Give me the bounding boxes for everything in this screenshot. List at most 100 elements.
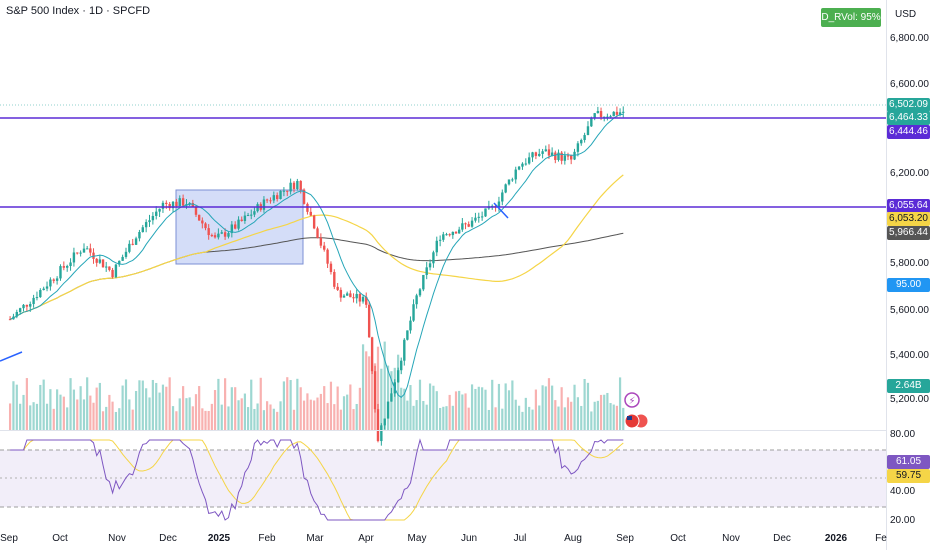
volume-bar (326, 403, 329, 430)
candle-body (412, 304, 415, 321)
volume-bar (464, 393, 467, 430)
candle-body (474, 217, 477, 221)
candle-body (49, 279, 52, 287)
volume-bar (547, 378, 551, 430)
volume-bar (148, 397, 151, 430)
candle-body (108, 266, 111, 270)
volume-bar (35, 403, 39, 430)
rvol-label[interactable]: 95.00 (887, 278, 930, 292)
volume-bar (445, 406, 448, 430)
volume-bar (528, 406, 531, 430)
candle-body (464, 223, 467, 225)
volume-bar (42, 379, 45, 430)
volume-bar (101, 411, 105, 430)
rsi-value-label[interactable]: 61.05 (887, 455, 930, 469)
volume-bar (158, 392, 161, 430)
volume-bar (333, 404, 336, 430)
volume-bar (566, 397, 570, 430)
volume-bar (108, 394, 111, 430)
volume-bar (428, 383, 432, 430)
volume-bar (599, 394, 603, 430)
volume-bar (517, 405, 521, 430)
volume-bar (346, 394, 349, 430)
volume-bar (511, 380, 514, 430)
candle-body (396, 370, 400, 383)
volume-bar (393, 367, 396, 430)
ma-50-label[interactable]: 6,053.20 (887, 212, 930, 226)
candle-body (22, 304, 25, 309)
volume-bar (22, 394, 25, 430)
line-lower-label[interactable]: 6,055.64 (887, 199, 930, 213)
candle-body (253, 211, 256, 215)
price-axis-separator (886, 0, 887, 550)
candle-body (114, 264, 118, 278)
volume-bar (606, 392, 609, 430)
candle-body (299, 180, 302, 190)
candle-body (380, 425, 383, 442)
volume-bar (276, 411, 279, 430)
volume-bar (82, 399, 86, 430)
volume-bar (422, 400, 425, 430)
candle-body (151, 215, 155, 221)
volume-bar (66, 407, 69, 430)
volume-bar (8, 403, 12, 430)
candle-body (345, 293, 349, 296)
volume-bar (563, 407, 566, 430)
rsi-path (10, 438, 624, 521)
line-upper-label[interactable]: 6,444.46 (887, 125, 930, 139)
date-tick: Fe (875, 533, 887, 544)
current-price-label[interactable]: 6,464.33 (887, 111, 930, 125)
volume-bar (201, 408, 204, 430)
candle-body (194, 206, 198, 215)
currency-label[interactable]: USD (895, 9, 917, 20)
volume-bar (439, 407, 442, 430)
volume-bar (234, 387, 237, 430)
volume-bar (272, 408, 275, 430)
volume-bar (194, 394, 198, 430)
symbol-title[interactable]: S&P 500 Index · 1D · SPCFD (6, 5, 151, 17)
ma-200-label[interactable]: 5,966.44 (887, 226, 930, 240)
earnings-event-icon[interactable] (624, 392, 640, 408)
rsi-ma-label[interactable]: 59.75 (887, 469, 930, 483)
volume-bar (95, 387, 98, 430)
candle-body (39, 290, 42, 298)
rsi-tick: 20.00 (890, 515, 916, 526)
rvol-badge[interactable]: D_RVol: 95% (821, 8, 881, 27)
date-tick: Nov (722, 533, 740, 544)
volume-bar (336, 386, 339, 430)
candle-body (336, 286, 339, 290)
volume-bar (316, 397, 319, 430)
candle-body (29, 304, 32, 307)
candle-body (361, 296, 365, 302)
candle-body (349, 293, 352, 298)
rsi-band (0, 450, 887, 507)
price-chart[interactable]: ⚡ (0, 0, 887, 550)
trend-line-left[interactable] (0, 351, 23, 362)
volume-bar (487, 409, 490, 430)
volume-bar (155, 382, 158, 430)
volume-bar (481, 387, 484, 430)
pane-separator[interactable] (0, 430, 887, 431)
candle-body (524, 163, 528, 165)
trend-line-jun[interactable] (493, 202, 509, 219)
candle-body (406, 330, 409, 340)
candle-body (365, 296, 368, 305)
candle-body (504, 184, 507, 193)
candle-body (554, 152, 557, 160)
volume-label[interactable]: 2.64B (887, 379, 930, 393)
consolidation-box[interactable] (175, 189, 304, 265)
candle-body (89, 248, 92, 253)
volume-bar (380, 368, 383, 430)
volume-bar (319, 393, 322, 430)
volume-bar (609, 403, 612, 430)
volume-bar (168, 377, 171, 430)
volume-bar (188, 397, 191, 430)
candle-body (69, 262, 72, 267)
volume-bar (386, 365, 390, 430)
date-tick: Apr (358, 533, 374, 544)
candle-body (390, 393, 393, 402)
last-price-label[interactable]: 6,502.09 (887, 98, 930, 112)
candle-body (612, 111, 615, 117)
volume-bar (409, 385, 412, 430)
volume-bar (29, 405, 32, 430)
